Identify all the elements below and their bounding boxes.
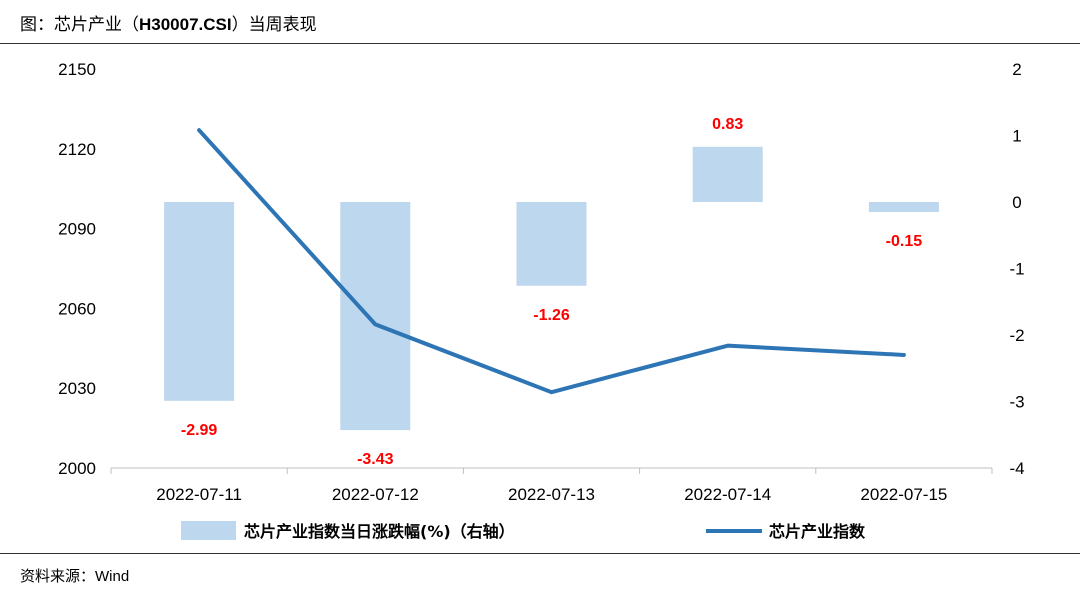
bar-data-label: -0.15	[886, 233, 923, 250]
bottom-divider	[0, 553, 1080, 554]
left-axis-tick-label: 2090	[58, 220, 96, 239]
right-axis-tick-label: -3	[1009, 393, 1024, 412]
index-point	[198, 129, 200, 131]
title-suffix: ）当周表现	[231, 15, 317, 35]
x-axis-category-label: 2022-07-14	[684, 485, 771, 504]
source-prefix: 资料来源：	[20, 567, 96, 585]
legend-line-label: 芯片产业指数	[769, 522, 866, 541]
x-axis-category-label: 2022-07-13	[508, 485, 595, 504]
index-point	[903, 354, 905, 356]
right-axis-tick-label: -4	[1009, 459, 1024, 478]
index-point	[551, 391, 552, 393]
bar	[164, 202, 235, 401]
title-code: H30007.CSI	[139, 15, 232, 34]
left-axis-tick-label: 2060	[58, 299, 96, 318]
chart-title: 图：芯片产业（H30007.CSI）当周表现	[20, 10, 317, 35]
x-axis-category-label: 2022-07-12	[332, 485, 419, 504]
x-axis-category-label: 2022-07-15	[860, 485, 947, 504]
source-name: Wind	[95, 568, 130, 585]
right-axis-tick-label: 0	[1012, 193, 1021, 212]
bar	[516, 202, 587, 286]
left-axis-tick-label: 2030	[58, 379, 96, 398]
title-prefix: 图：芯片产业（	[20, 15, 139, 35]
bar-data-label: 0.83	[712, 116, 743, 133]
left-axis-tick-label: 2150	[58, 60, 96, 79]
bar	[692, 146, 763, 202]
left-axis-tick-label: 2000	[58, 459, 96, 478]
source-note: 资料来源：Wind	[20, 565, 129, 586]
bar-data-label: -1.26	[533, 307, 570, 324]
top-divider	[0, 43, 1080, 44]
index-point	[374, 323, 376, 325]
index-point	[727, 345, 729, 347]
bar	[340, 202, 411, 431]
left-axis-tick-label: 2120	[58, 140, 96, 159]
bar-data-label: -3.43	[357, 451, 394, 468]
right-axis-tick-label: 2	[1012, 60, 1021, 79]
right-axis-tick-label: 1	[1012, 127, 1021, 146]
x-axis-category-label: 2022-07-11	[156, 485, 242, 504]
legend-bar-label: 芯片产业指数当日涨跌幅(%)（右轴）	[244, 522, 515, 541]
legend-bar-swatch	[181, 521, 236, 540]
bar	[868, 202, 939, 212]
bar-data-label: -2.99	[181, 422, 218, 439]
right-axis-tick-label: -1	[1009, 260, 1024, 279]
right-axis-tick-label: -2	[1009, 326, 1024, 345]
